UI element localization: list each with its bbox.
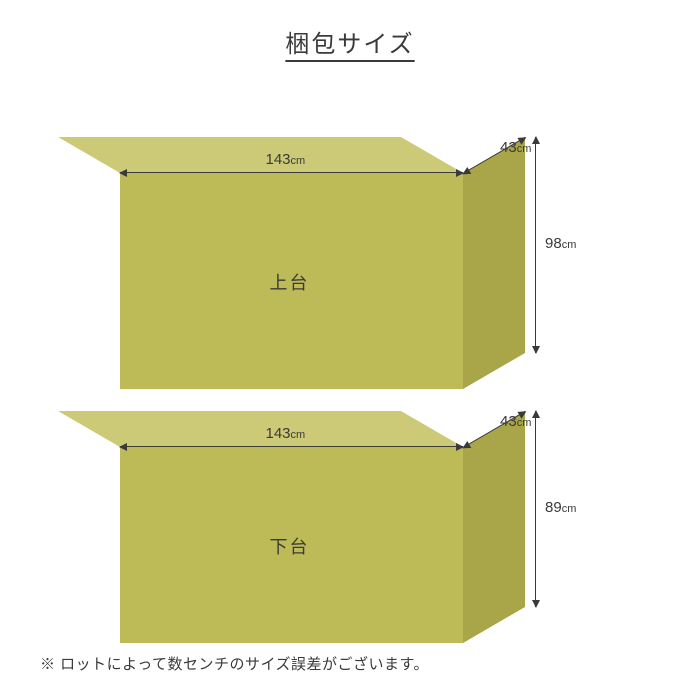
height-arrow bbox=[535, 137, 536, 353]
width-label: 143cm bbox=[266, 151, 306, 168]
height-label: 98cm bbox=[545, 235, 576, 252]
width-arrow bbox=[120, 446, 463, 447]
width-label: 143cm bbox=[266, 425, 306, 442]
width-arrow bbox=[120, 172, 463, 173]
depth-label: 43cm bbox=[500, 413, 531, 430]
box-label: 下台 bbox=[270, 533, 310, 559]
box-label: 上台 bbox=[270, 269, 310, 295]
height-arrow bbox=[535, 411, 536, 607]
depth-label: 43cm bbox=[500, 139, 531, 156]
height-label: 89cm bbox=[545, 499, 576, 516]
footnote: ※ ロットによって数センチのサイズ誤差がございます。 bbox=[40, 653, 429, 674]
page-title: 梱包サイズ bbox=[0, 0, 700, 65]
box-side-face bbox=[463, 411, 525, 643]
boxes-area: 上台 143cm 43cm 98cm 下台 143cm 43cm 89cm bbox=[0, 65, 700, 625]
box-side-face bbox=[463, 137, 525, 389]
